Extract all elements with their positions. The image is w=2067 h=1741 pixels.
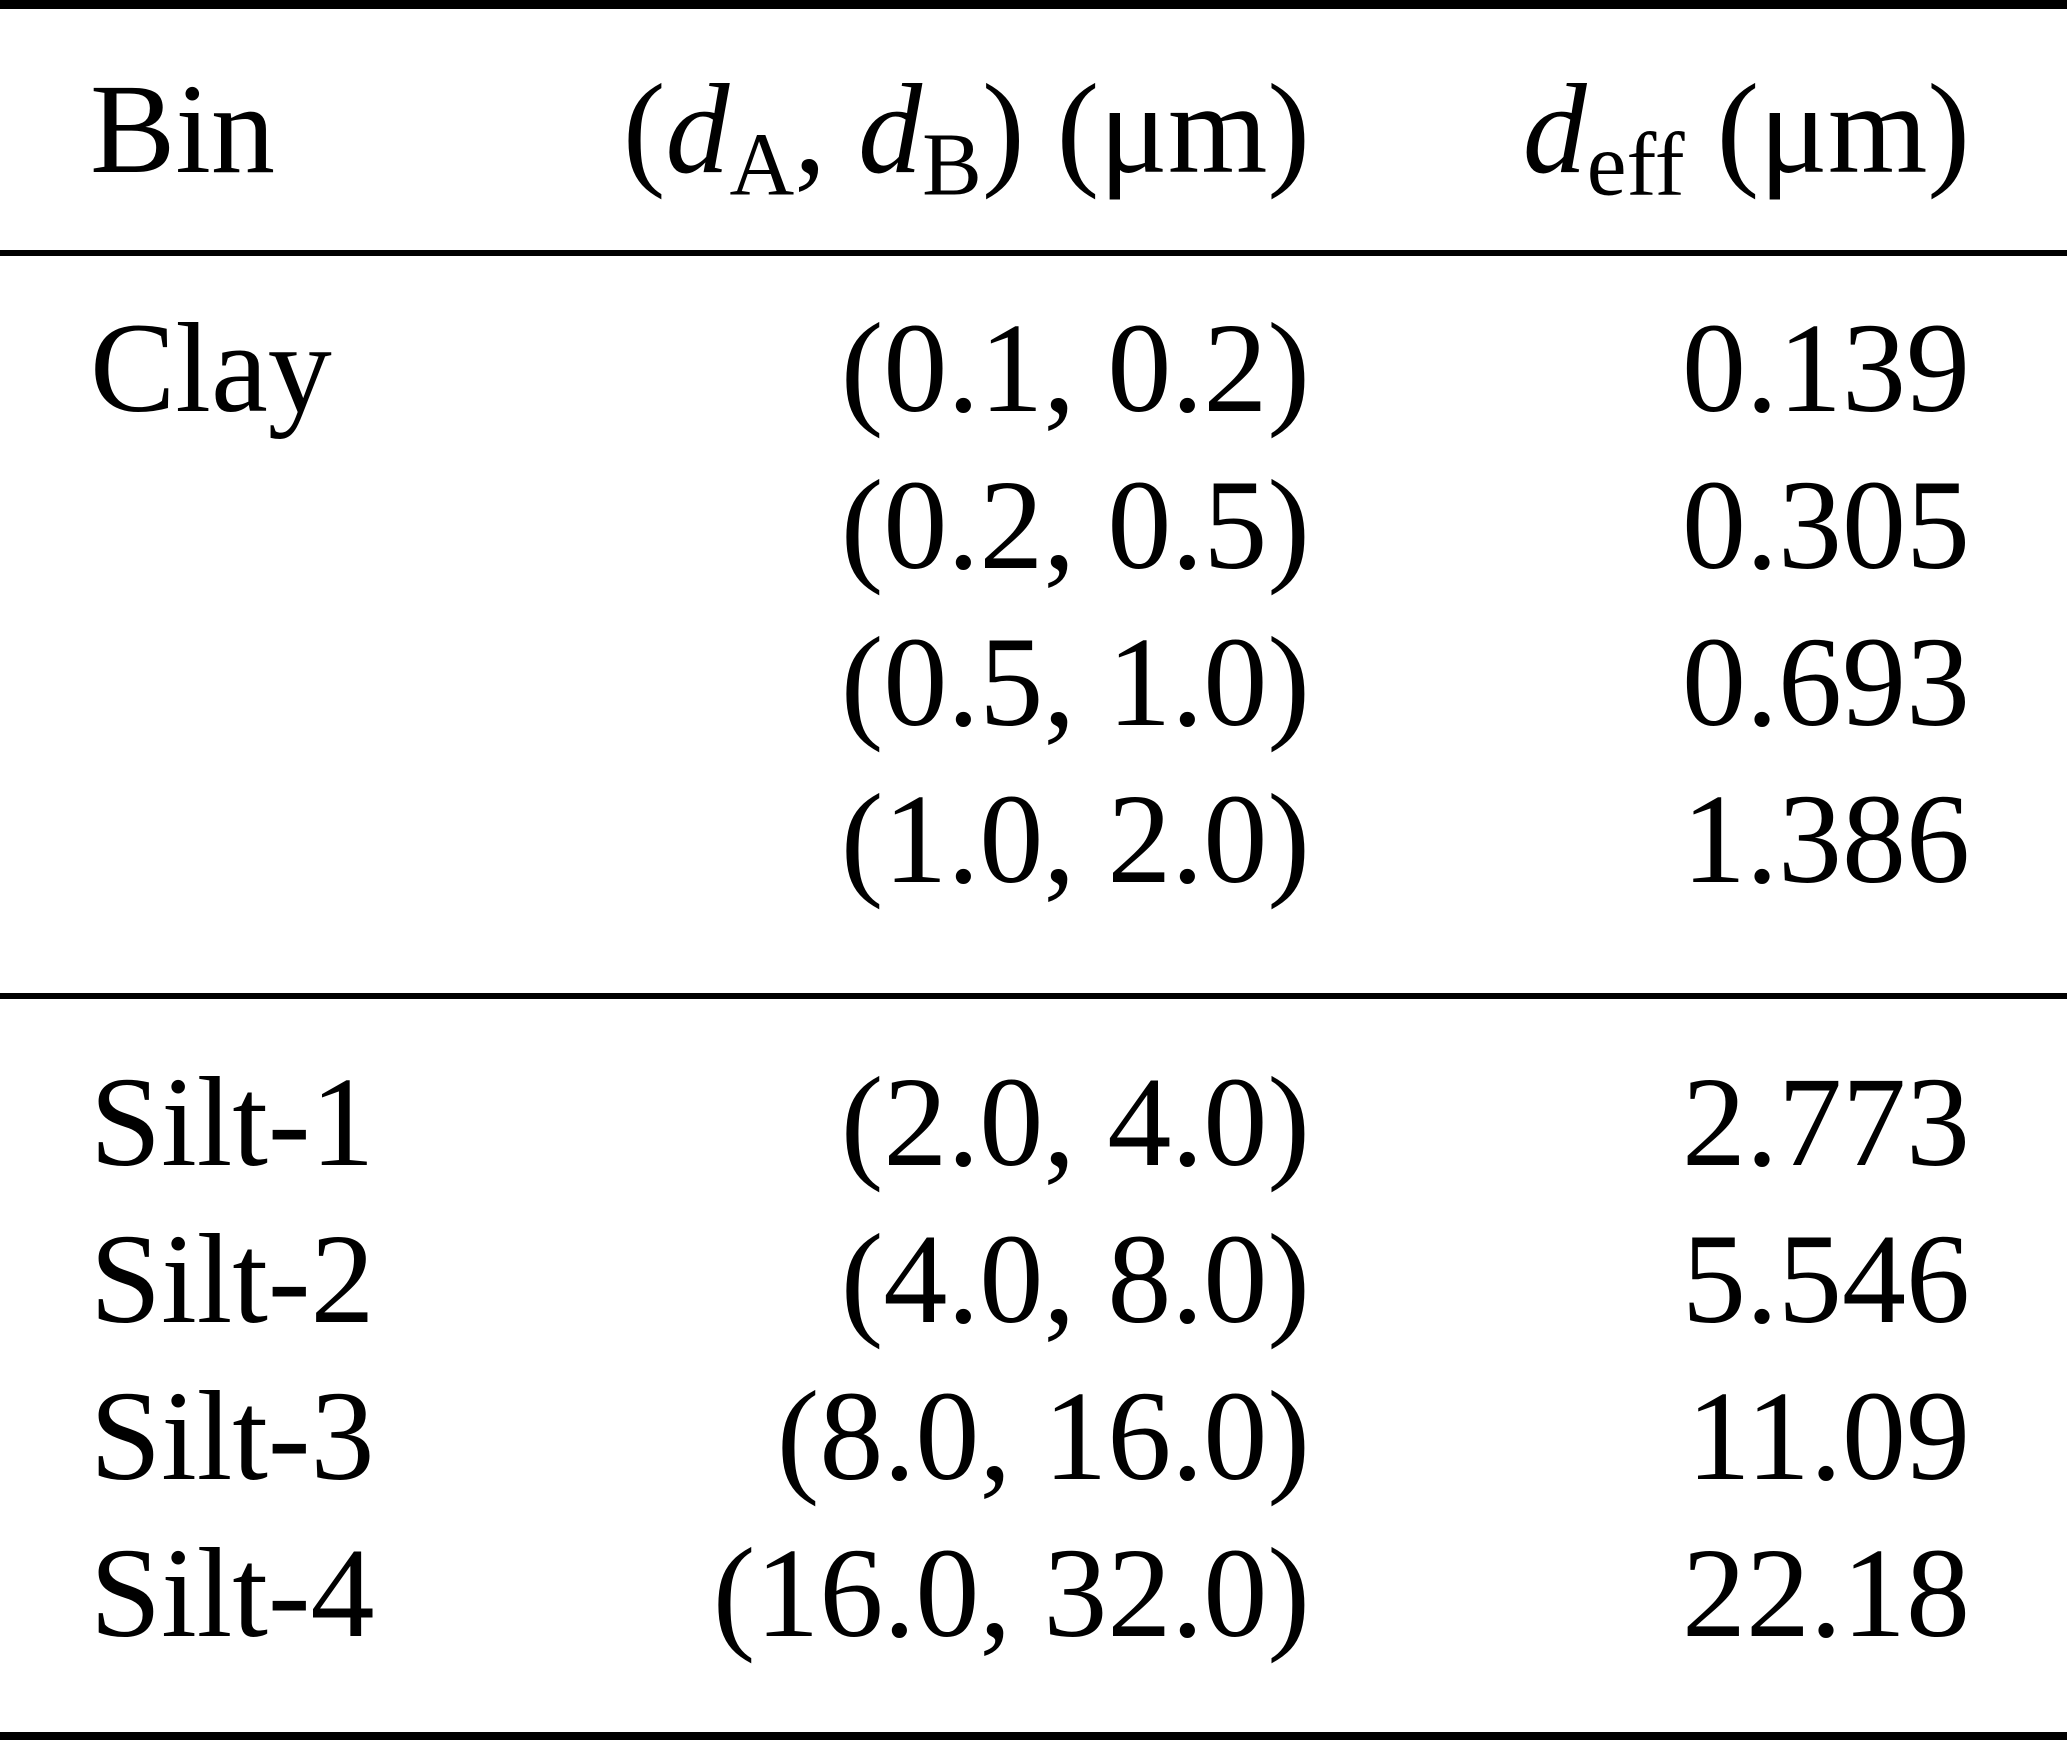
table-row: Silt-3 (8.0, 16.0) 11.09 — [0, 1358, 2067, 1515]
bin-cell: Silt-3 — [90, 1365, 375, 1507]
diameter-range-cell: (4.0, 8.0) — [840, 1208, 1310, 1350]
effective-diameter-cell: 5.546 — [1682, 1208, 1970, 1350]
effective-diameter-cell: 11.09 — [1686, 1365, 1970, 1507]
effective-diameter-cell: 0.305 — [1682, 454, 1970, 596]
d-eff-subscript: eff — [1586, 115, 1685, 215]
diameter-range-cell: (0.1, 0.2) — [840, 297, 1310, 439]
effective-diameter-cell: 0.693 — [1682, 611, 1970, 753]
table-section-rule — [0, 993, 2067, 999]
bin-cell: Silt-4 — [90, 1522, 375, 1664]
table-row: Clay (0.1, 0.2) 0.139 — [0, 290, 2067, 447]
diameter-range-cell: (2.0, 4.0) — [840, 1051, 1310, 1193]
diameter-range-cell: (0.2, 0.5) — [840, 454, 1310, 596]
table-bottom-rule — [0, 1732, 2067, 1740]
table-top-rule — [0, 0, 2067, 9]
bin-cell: Clay — [90, 297, 332, 439]
column-header-bin: Bin — [90, 58, 275, 200]
table-row: Silt-1 (2.0, 4.0) 2.773 — [0, 1044, 2067, 1201]
micron-unit: (μm) — [1684, 58, 1970, 200]
bin-cell — [90, 761, 560, 918]
effective-diameter-cell: 2.773 — [1682, 1051, 1970, 1193]
diameter-range-cell: (0.5, 1.0) — [840, 611, 1310, 753]
effective-diameter-cell: 22.18 — [1682, 1522, 1970, 1664]
table-header-row: Bin (dA, dB) (μm) deff (μm) — [0, 9, 2067, 250]
effective-diameter-cell: 1.386 — [1682, 768, 1970, 910]
table-row: (0.5, 1.0) 0.693 — [0, 604, 2067, 761]
bin-cell: Silt-2 — [90, 1208, 375, 1350]
bin-cell: Silt-1 — [90, 1051, 375, 1193]
table-row: Silt-2 (4.0, 8.0) 5.546 — [0, 1201, 2067, 1358]
separator: , — [794, 58, 859, 200]
diameter-range-cell: (1.0, 2.0) — [840, 768, 1310, 910]
open-paren: ( — [622, 58, 666, 200]
table-header-rule — [0, 250, 2067, 256]
diameter-range-cell: (16.0, 32.0) — [712, 1522, 1310, 1664]
d-a-subscript: A — [729, 115, 795, 215]
close-paren: ) — [981, 58, 1025, 200]
d-a-symbol: d — [665, 58, 730, 200]
column-header-effective-diameter: deff (μm) — [1310, 56, 1970, 210]
table-row: (1.0, 2.0) 1.386 — [0, 761, 2067, 918]
table-row: (0.2, 0.5) 0.305 — [0, 447, 2067, 604]
micron-unit: (μm) — [1024, 58, 1310, 200]
diameter-range-cell: (8.0, 16.0) — [776, 1365, 1310, 1507]
bin-cell — [90, 604, 560, 761]
d-eff-symbol: d — [1522, 58, 1587, 200]
table-row: Silt-4 (16.0, 32.0) 22.18 — [0, 1515, 2067, 1672]
d-b-subscript: B — [922, 115, 982, 215]
clay-section: Clay (0.1, 0.2) 0.139 (0.2, 0.5) 0.305 (… — [0, 290, 2067, 918]
silt-section: Silt-1 (2.0, 4.0) 2.773 Silt-2 (4.0, 8.0… — [0, 1044, 2067, 1672]
effective-diameter-cell: 0.139 — [1682, 297, 1970, 439]
bin-cell — [90, 447, 560, 604]
d-b-symbol: d — [858, 58, 923, 200]
column-header-diameter-range: (dA, dB) (μm) — [560, 56, 1310, 210]
